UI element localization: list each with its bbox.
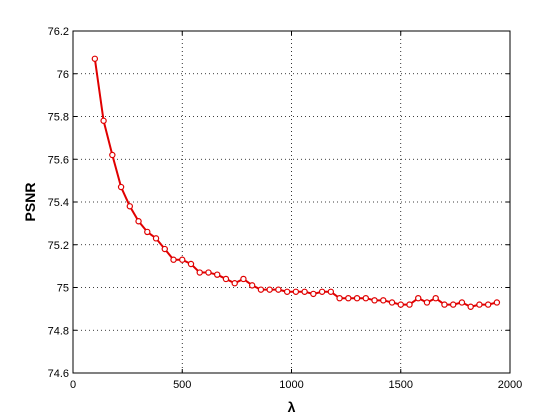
data-point [432, 294, 439, 302]
data-point [283, 288, 291, 295]
data-point [292, 288, 300, 295]
data-point [196, 269, 203, 276]
y-tick-label: 74.6 [48, 368, 69, 380]
data-point [240, 275, 247, 283]
data-point [371, 297, 378, 304]
data-point [126, 203, 134, 210]
y-tick-label: 76.2 [48, 26, 69, 38]
data-point [179, 256, 186, 263]
data-point [144, 228, 151, 236]
x-tick-label: 1500 [389, 379, 413, 391]
y-tick-label: 75.8 [48, 112, 69, 124]
data-point [318, 288, 326, 295]
y-tick-label: 74.8 [48, 325, 69, 337]
data-point [484, 301, 492, 308]
y-axis-label: PSNR [22, 183, 38, 222]
data-point [214, 271, 221, 278]
y-tick-label: 75.6 [48, 154, 69, 166]
data-point [266, 286, 273, 293]
series-psnr [91, 55, 501, 310]
x-tick-label: 0 [70, 379, 76, 391]
axis-ticks [72, 30, 511, 374]
data-point [467, 303, 474, 310]
data-point [100, 117, 107, 124]
x-tick-label: 1000 [279, 379, 303, 391]
data-point [397, 301, 404, 308]
data-point [152, 235, 160, 242]
data-point [248, 282, 256, 289]
grid-lines [73, 31, 510, 373]
x-tick-label: 2000 [498, 379, 522, 391]
data-point [441, 301, 448, 308]
data-point [222, 275, 230, 283]
data-point [449, 301, 457, 308]
y-tick-label: 75 [57, 283, 69, 295]
data-point [380, 297, 387, 304]
y-tick-labels: 74.6 74.8 75 75.2 75.4 75.6 75.8 76 76.2 [48, 26, 69, 380]
data-point [327, 288, 335, 295]
data-point [231, 280, 238, 287]
data-point [117, 183, 125, 191]
y-tick-label: 76 [57, 69, 69, 81]
data-point [109, 151, 116, 159]
data-point [345, 294, 352, 302]
data-point [275, 286, 282, 293]
data-point [161, 245, 168, 253]
data-point [388, 299, 396, 306]
data-point [310, 290, 317, 298]
x-tick-labels: 0 500 1000 1500 2000 [70, 379, 522, 391]
data-point [415, 294, 422, 302]
data-point [170, 256, 177, 263]
data-point [406, 301, 413, 308]
data-point [205, 269, 212, 276]
x-tick-label: 500 [173, 379, 191, 391]
plot-area-frame [72, 30, 511, 374]
data-point [301, 288, 308, 295]
data-point [135, 218, 142, 225]
data-point [493, 299, 501, 306]
data-point [91, 55, 99, 62]
data-point [458, 299, 466, 306]
data-point [423, 299, 431, 306]
x-axis-label: λ [288, 399, 296, 415]
data-point [353, 294, 361, 302]
data-point [187, 260, 195, 268]
data-point [257, 286, 265, 293]
data-point [476, 301, 483, 308]
y-tick-label: 75.4 [48, 197, 69, 209]
data-point [336, 294, 343, 302]
y-tick-label: 75.2 [48, 240, 69, 252]
data-point [362, 294, 369, 302]
series-line [93, 58, 498, 308]
